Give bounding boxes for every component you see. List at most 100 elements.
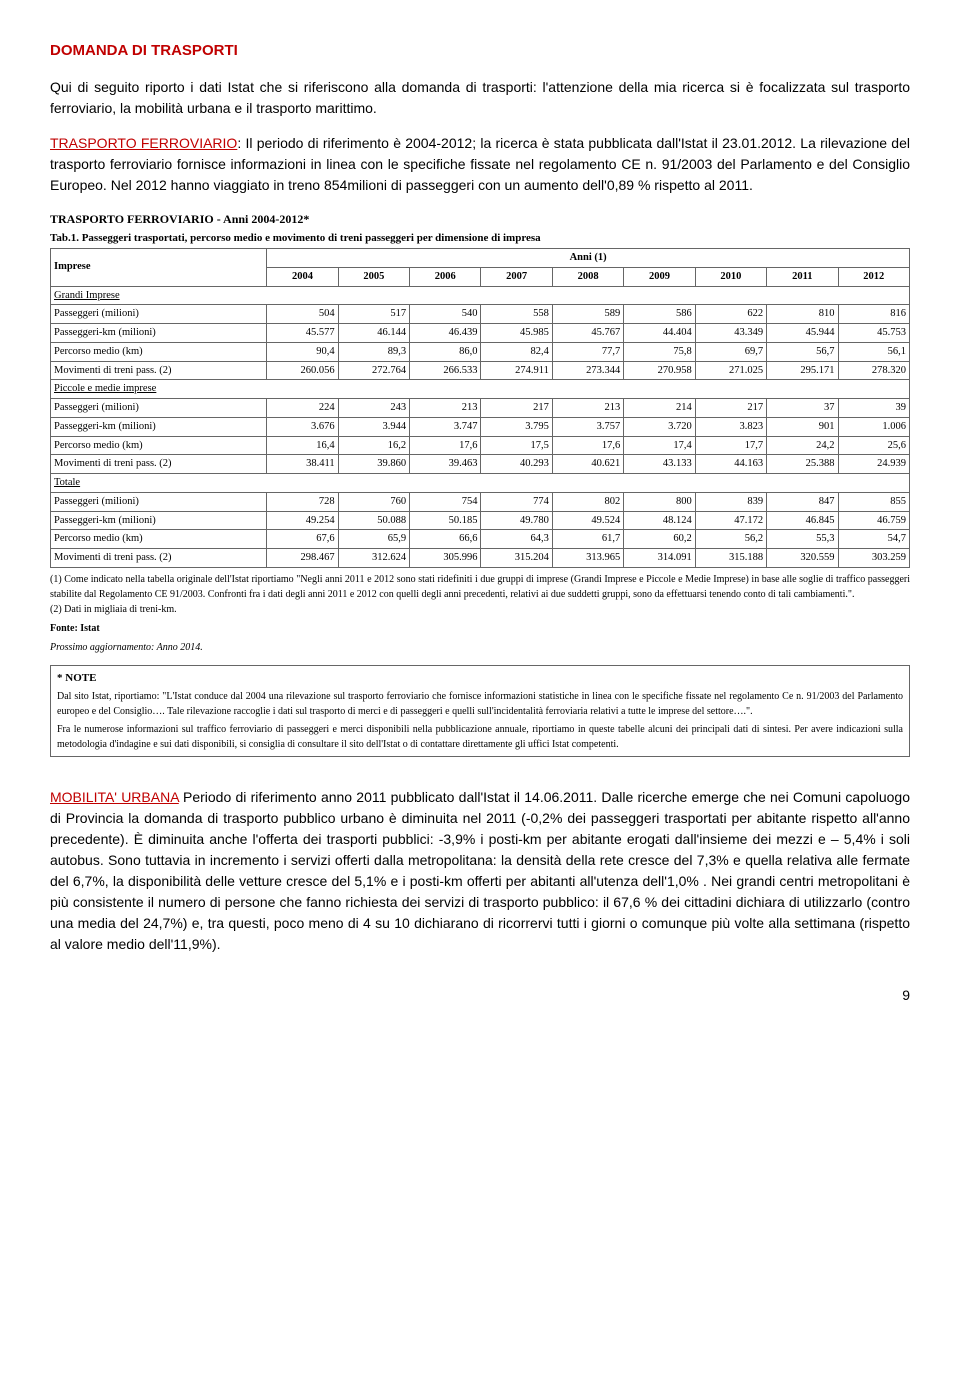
cell-value: 17,5 [481,436,552,455]
cell-value: 38.411 [267,455,338,474]
ferroviario-label: TRASPORTO FERROVIARIO [50,135,237,151]
cell-value: 69,7 [695,342,766,361]
row-label: Percorso medio (km) [51,530,267,549]
cell-value: 39.463 [410,455,481,474]
cell-value: 25.388 [767,455,838,474]
row-label: Movimenti di treni pass. (2) [51,361,267,380]
cell-value: 43.133 [624,455,695,474]
cell-value: 217 [481,399,552,418]
note-p2: Fra le numerose informazioni sul traffic… [57,722,903,752]
cell-value: 217 [695,399,766,418]
cell-value: 48.124 [624,511,695,530]
cell-value: 271.025 [695,361,766,380]
cell-value: 298.467 [267,549,338,568]
year-header: 2012 [838,267,910,286]
cell-value: 25,6 [838,436,910,455]
mobilita-label: MOBILITA' URBANA [50,789,179,805]
group-label: Totale [51,474,910,493]
data-table: Imprese Anni (1) 20042005200620072008200… [50,248,910,568]
intro-paragraph: Qui di seguito riporto i dati Istat che … [50,77,910,119]
cell-value: 224 [267,399,338,418]
cell-value: 312.624 [338,549,409,568]
table-title: TRASPORTO FERROVIARIO - Anni 2004-2012* [50,210,910,228]
cell-value: 46.439 [410,324,481,343]
cell-value: 3.747 [410,417,481,436]
cell-value: 272.764 [338,361,409,380]
cell-value: 540 [410,305,481,324]
cell-value: 45.944 [767,324,838,343]
cell-value: 774 [481,492,552,511]
cell-value: 56,1 [838,342,910,361]
cell-value: 315.204 [481,549,552,568]
cell-value: 320.559 [767,549,838,568]
cell-value: 17,7 [695,436,766,455]
cell-value: 855 [838,492,910,511]
cell-value: 800 [624,492,695,511]
row-label: Movimenti di treni pass. (2) [51,455,267,474]
cell-value: 213 [552,399,623,418]
cell-value: 46.144 [338,324,409,343]
cell-value: 43.349 [695,324,766,343]
cell-value: 44.404 [624,324,695,343]
cell-value: 46.845 [767,511,838,530]
year-header: 2009 [624,267,695,286]
row-label: Passeggeri-km (milioni) [51,324,267,343]
cell-value: 39.860 [338,455,409,474]
footnote-2: (2) Dati in migliaia di treni-km. [50,602,910,617]
page-number: 9 [50,985,910,1006]
cell-value: 50.088 [338,511,409,530]
group-label: Grandi Imprese [51,286,910,305]
prossimo-aggiornamento: Prossimo aggiornamento: Anno 2014. [50,640,910,655]
cell-value: 3.823 [695,417,766,436]
cell-value: 901 [767,417,838,436]
row-label: Passeggeri (milioni) [51,492,267,511]
cell-value: 728 [267,492,338,511]
note-p1: Dal sito Istat, riportiamo: "L'Istat con… [57,689,903,719]
cell-value: 40.621 [552,455,623,474]
cell-value: 49.254 [267,511,338,530]
notes-box: * NOTE Dal sito Istat, riportiamo: "L'Is… [50,665,910,758]
cell-value: 754 [410,492,481,511]
cell-value: 3.720 [624,417,695,436]
cell-value: 303.259 [838,549,910,568]
cell-value: 40.293 [481,455,552,474]
cell-value: 847 [767,492,838,511]
cell-value: 270.958 [624,361,695,380]
cell-value: 65,9 [338,530,409,549]
cell-value: 314.091 [624,549,695,568]
cell-value: 46.759 [838,511,910,530]
row-label: Passeggeri-km (milioni) [51,511,267,530]
cell-value: 77,7 [552,342,623,361]
cell-value: 260.056 [267,361,338,380]
cell-value: 24,2 [767,436,838,455]
cell-value: 3.676 [267,417,338,436]
cell-value: 586 [624,305,695,324]
cell-value: 56,2 [695,530,766,549]
cell-value: 760 [338,492,409,511]
row-label: Percorso medio (km) [51,342,267,361]
cell-value: 54,7 [838,530,910,549]
cell-value: 17,4 [624,436,695,455]
ferroviario-paragraph: TRASPORTO FERROVIARIO: Il periodo di rif… [50,133,910,196]
cell-value: 305.996 [410,549,481,568]
cell-value: 558 [481,305,552,324]
year-header: 2007 [481,267,552,286]
cell-value: 274.911 [481,361,552,380]
cell-value: 3.795 [481,417,552,436]
cell-value: 810 [767,305,838,324]
cell-value: 56,7 [767,342,838,361]
row-label: Percorso medio (km) [51,436,267,455]
mobilita-paragraph: MOBILITA' URBANA Periodo di riferimento … [50,787,910,955]
group-label: Piccole e medie imprese [51,380,910,399]
cell-value: 61,7 [552,530,623,549]
cell-value: 17,6 [552,436,623,455]
table-caption: Tab.1. Passeggeri trasportati, percorso … [50,230,910,247]
footnote-1: (1) Come indicato nella tabella original… [50,572,910,602]
cell-value: 266.533 [410,361,481,380]
cell-value: 214 [624,399,695,418]
cell-value: 45.577 [267,324,338,343]
cell-value: 802 [552,492,623,511]
cell-value: 278.320 [838,361,910,380]
footnotes: (1) Come indicato nella tabella original… [50,572,910,655]
cell-value: 243 [338,399,409,418]
